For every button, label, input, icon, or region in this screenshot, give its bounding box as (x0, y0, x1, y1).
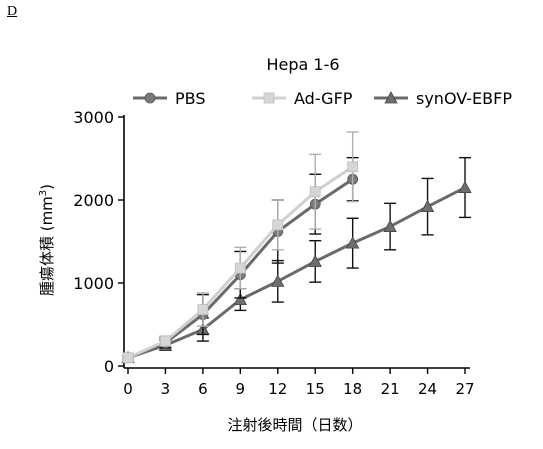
data-point (310, 187, 320, 197)
plot-area (122, 132, 471, 363)
axes (124, 115, 470, 368)
y-tick-label: 1000 (73, 274, 114, 293)
y-axis-label: 腫瘍体積 (mm3) (38, 184, 56, 296)
legend-entry: synOV-EBFP (374, 89, 512, 108)
legend-label: Ad-GFP (294, 89, 353, 108)
data-point (198, 305, 208, 315)
data-point (273, 220, 283, 230)
data-point (123, 353, 133, 363)
data-point (235, 263, 245, 273)
series-ad-gfp (122, 132, 359, 363)
legend-entry: Ad-GFP (252, 89, 353, 108)
chart-title: Hepa 1-6 (266, 55, 339, 74)
x-tick-label: 18 (343, 380, 362, 398)
y-axis-label-main: 腫瘍体積 (mm (38, 196, 56, 296)
legend-entry: PBS (133, 89, 206, 108)
legend-label: PBS (175, 89, 206, 108)
x-tick-label: 0 (123, 380, 133, 398)
x-tick-label: 15 (306, 380, 325, 398)
x-tick-label: 9 (236, 380, 246, 398)
data-point (160, 336, 170, 346)
x-tick-label: 21 (381, 380, 400, 398)
x-tick-label: 3 (161, 380, 171, 398)
x-tick-label: 6 (198, 380, 208, 398)
legend-marker (264, 93, 274, 103)
y-tick-label: 0 (104, 357, 114, 376)
x-tick-label: 24 (418, 380, 437, 398)
legend-label: synOV-EBFP (416, 89, 512, 108)
x-axis-label: 注射後時間（日数） (227, 416, 362, 434)
y-axis-label-close: ) (38, 184, 56, 190)
data-point (384, 221, 396, 232)
x-ticks: 0 3 6 9 12 15 18 21 24 27 (123, 368, 474, 398)
legend-marker (145, 93, 155, 103)
y-ticks: 0 1000 2000 3000 (73, 108, 124, 376)
x-tick-label: 27 (455, 380, 474, 398)
y-tick-label: 3000 (73, 108, 114, 127)
data-point (272, 275, 284, 286)
data-point (348, 162, 358, 172)
legend: PBS Ad-GFP synOV-EBFP (133, 89, 512, 108)
y-tick-label: 2000 (73, 191, 114, 210)
x-tick-label: 12 (268, 380, 287, 398)
data-point (459, 182, 471, 193)
